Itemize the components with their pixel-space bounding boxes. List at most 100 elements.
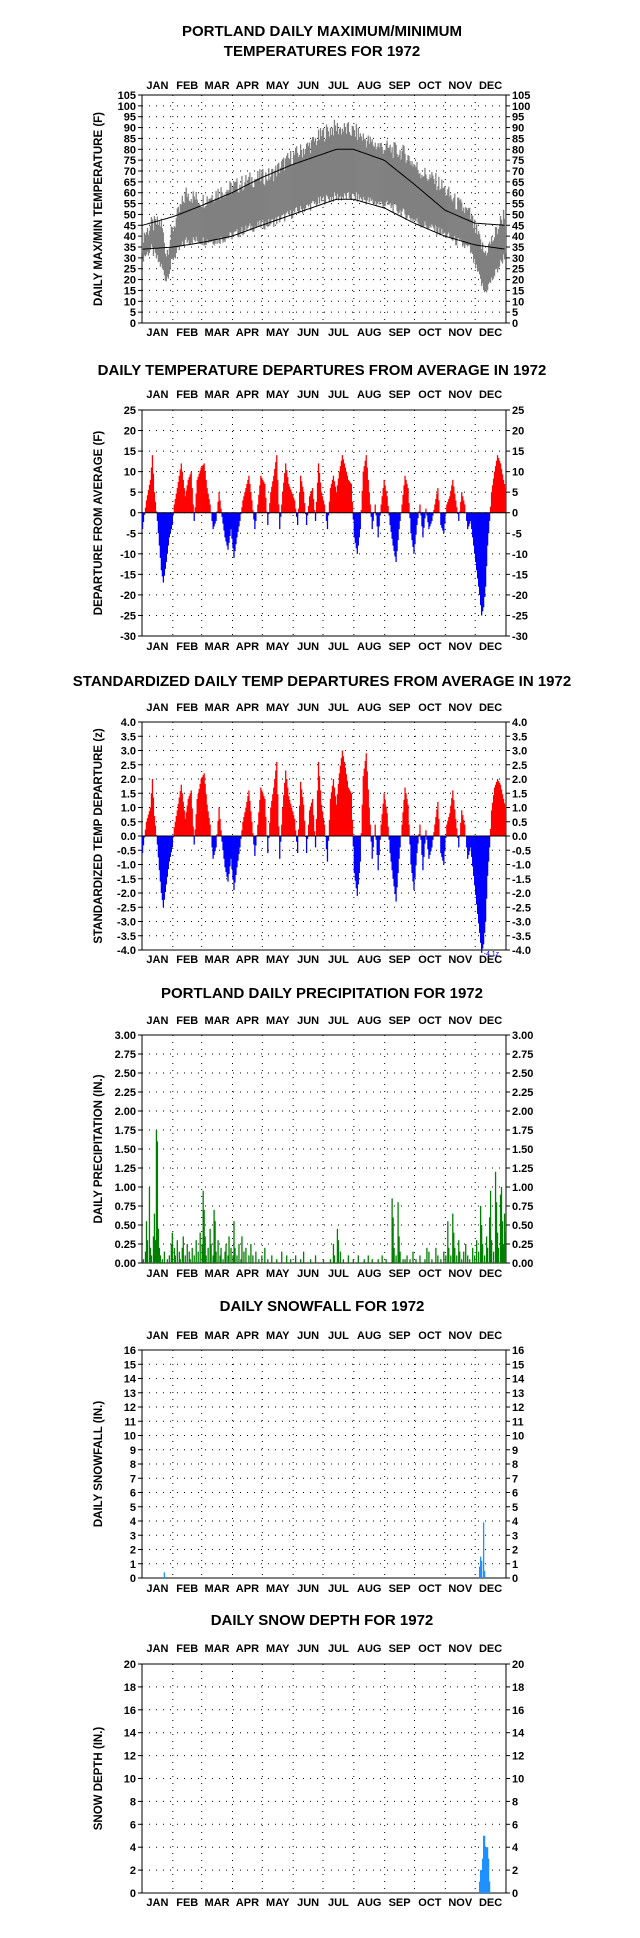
y-tick-label-left: -20 <box>120 590 136 602</box>
y-tick-label-left: 16 <box>124 1345 136 1357</box>
y-tick-label-right: 2.50 <box>512 1068 533 1080</box>
y-tick-label-right: 3.5 <box>512 731 527 743</box>
month-label-top: JUN <box>297 1330 319 1342</box>
month-label-top: MAR <box>205 80 230 92</box>
y-tick-label-left: -30 <box>120 631 136 643</box>
y-tick-label-left: -0.5 <box>117 845 136 857</box>
y-tick-label-left: 95 <box>124 112 136 124</box>
y-tick-label-left: -10 <box>120 549 136 561</box>
y-tick-label-left: 1.0 <box>121 803 136 815</box>
month-label-top: SEP <box>389 702 411 714</box>
month-label-bottom: JUL <box>328 1583 349 1595</box>
y-tick-label-left: -3.0 <box>117 917 136 929</box>
month-label-bottom: MAR <box>205 1897 230 1909</box>
y-tick-label-left: 15 <box>124 1359 136 1371</box>
y-tick-label-left: 25 <box>124 405 136 417</box>
y-tick-label-left: 15 <box>124 446 136 458</box>
y-tick-label-left: 12 <box>124 1751 136 1763</box>
month-label-bottom: MAY <box>266 1583 290 1595</box>
y-axis-label: DAILY MAX/MIN TEMPERATURE (F) <box>93 112 105 306</box>
y-tick-label-right: 4.0 <box>512 717 527 729</box>
y-axis-label: DAILY PRECIPITATION (IN.) <box>93 1074 105 1223</box>
month-label-top: FEB <box>176 1015 198 1027</box>
y-tick-label-right: 105 <box>512 90 530 102</box>
month-label-bottom: APR <box>236 1268 259 1280</box>
month-label-bottom: JUL <box>328 954 349 966</box>
y-tick-label-left: 14 <box>124 1374 137 1386</box>
y-tick-label-left: 2.5 <box>121 760 136 772</box>
month-label-top: DEC <box>479 702 502 714</box>
y-tick-label-left: 6 <box>130 1819 136 1831</box>
month-label-top: FEB <box>176 1330 198 1342</box>
month-label-top: AUG <box>357 1015 381 1027</box>
month-label-top: JAN <box>146 1330 168 1342</box>
month-label-bottom: AUG <box>357 641 381 653</box>
y-tick-label-left: -2.0 <box>117 888 136 900</box>
y-tick-label-right: -30 <box>512 631 528 643</box>
y-tick-label-right: 15 <box>512 446 524 458</box>
y-tick-label-right: 2 <box>512 1545 518 1557</box>
y-tick-label-right: 6 <box>512 1488 518 1500</box>
month-label-bottom: FEB <box>176 954 198 966</box>
month-label-bottom: MAR <box>205 954 230 966</box>
y-tick-label-left: 20 <box>124 1659 136 1671</box>
month-label-top: NOV <box>448 1015 473 1027</box>
chart-title: DAILY SNOWFALL FOR 1972 <box>220 1298 425 1315</box>
y-tick-label-left: 75 <box>124 155 136 167</box>
month-label-top: JUN <box>297 702 319 714</box>
month-label-bottom: FEB <box>176 1897 198 1909</box>
month-label-bottom: JAN <box>146 954 168 966</box>
y-axis-label: DAILY SNOWFALL (IN.) <box>93 1401 105 1527</box>
month-label-bottom: JUL <box>328 327 349 339</box>
month-label-top: JUN <box>297 80 319 92</box>
month-label-bottom: MAY <box>266 1897 290 1909</box>
month-label-top: AUG <box>357 1643 381 1655</box>
month-label-top: SEP <box>389 1643 411 1655</box>
month-label-top: AUG <box>357 1330 381 1342</box>
y-tick-label-right: 8 <box>512 1459 518 1471</box>
y-tick-label-left: 55 <box>124 199 136 211</box>
y-tick-label-left: 13 <box>124 1388 136 1400</box>
y-tick-label-right: 75 <box>512 155 524 167</box>
y-tick-label-right: 1.5 <box>512 788 527 800</box>
month-label-top: OCT <box>418 80 442 92</box>
y-tick-label-left: 2 <box>130 1865 136 1877</box>
y-tick-label-left: 0.0 <box>121 831 136 843</box>
month-label-top: APR <box>236 1015 259 1027</box>
y-tick-label-right: 3.00 <box>512 1030 533 1042</box>
month-label-top: NOV <box>448 702 473 714</box>
month-label-bottom: OCT <box>418 1268 442 1280</box>
month-label-top: SEP <box>389 1015 411 1027</box>
y-tick-label-right: 2 <box>512 1865 518 1877</box>
y-tick-label-left: 100 <box>118 101 136 113</box>
y-tick-label-right: 5 <box>512 1502 518 1514</box>
y-tick-label-left: 2 <box>130 1545 136 1557</box>
y-tick-label-right: -10 <box>512 549 528 561</box>
y-tick-label-right: 16 <box>512 1345 524 1357</box>
month-label-top: JAN <box>146 1643 168 1655</box>
month-label-top: MAR <box>205 1015 230 1027</box>
y-tick-label-left: 10 <box>124 296 136 308</box>
month-label-bottom: DEC <box>479 1268 502 1280</box>
y-tick-label-left: 1.50 <box>115 1144 136 1156</box>
y-tick-label-right: 4 <box>512 1842 519 1854</box>
y-tick-label-left: 4.0 <box>121 717 136 729</box>
y-tick-label-right: 10 <box>512 1774 524 1786</box>
y-tick-label-right: 50 <box>512 209 524 221</box>
month-label-bottom: JUN <box>297 1268 319 1280</box>
month-label-top: JUL <box>328 389 349 401</box>
month-label-top: JUL <box>328 1330 349 1342</box>
month-label-top: MAY <box>266 389 290 401</box>
chart-precip: PORTLAND DAILY PRECIPITATION FOR 1972 0.0… <box>93 985 533 1280</box>
month-label-bottom: APR <box>236 954 259 966</box>
month-label-bottom: SEP <box>389 1583 411 1595</box>
y-tick-label-right: 15 <box>512 285 524 297</box>
month-label-top: MAR <box>205 702 230 714</box>
month-label-top: MAR <box>205 389 230 401</box>
y-tick-label-left: -1.5 <box>117 874 136 886</box>
y-tick-label-left: -4.0 <box>117 945 136 957</box>
y-tick-label-right: 3.0 <box>512 746 527 758</box>
y-tick-label-left: -2.5 <box>117 902 136 914</box>
y-tick-label-left: 2.0 <box>121 774 136 786</box>
